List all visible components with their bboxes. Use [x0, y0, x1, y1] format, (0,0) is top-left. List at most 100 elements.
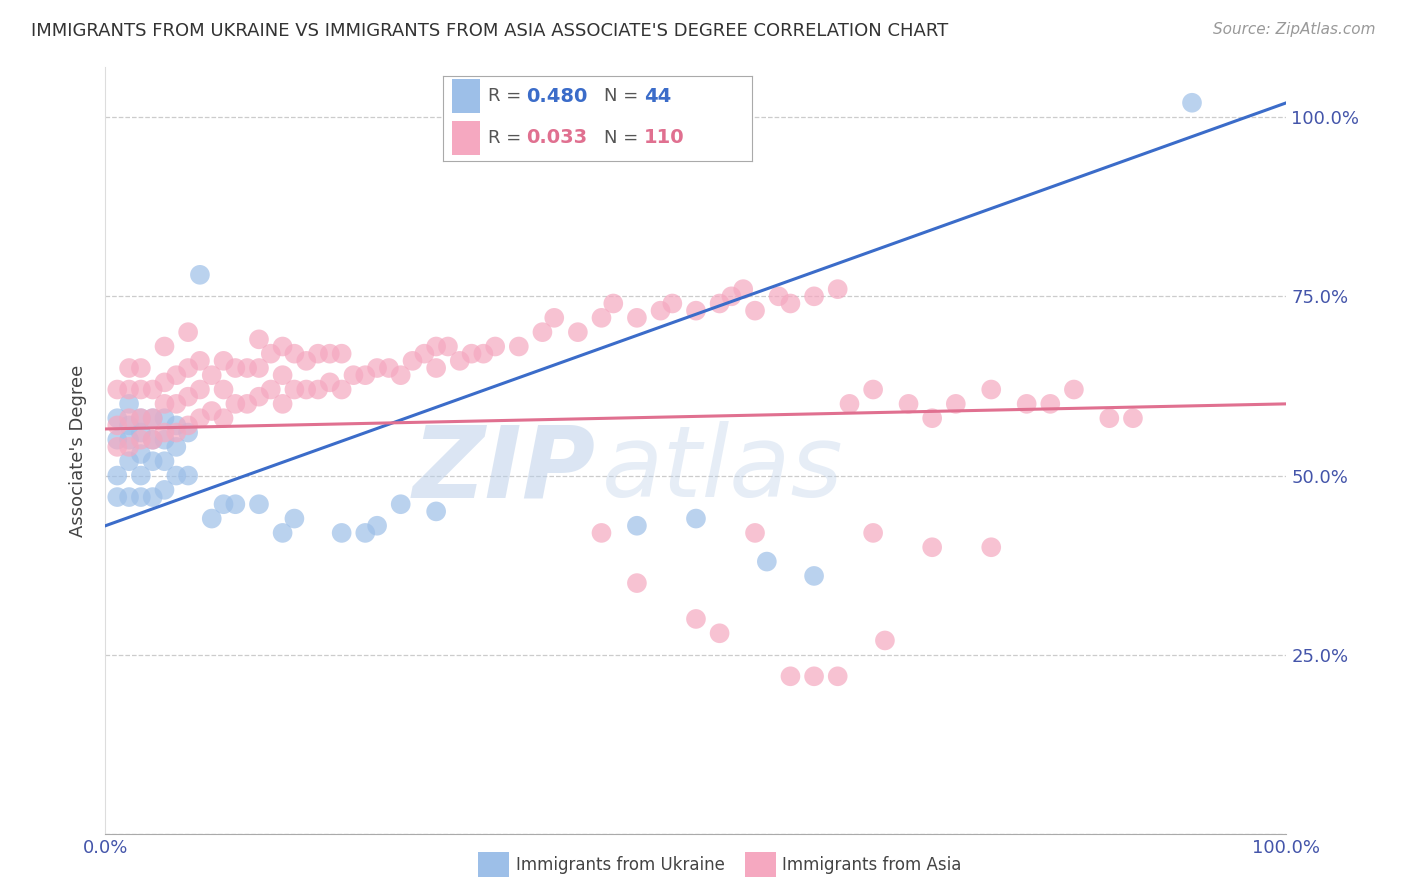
Point [247, 390, 270, 404]
Point [105, 411, 128, 425]
Point [224, 361, 246, 376]
Point [129, 425, 152, 440]
Point [142, 411, 165, 425]
Text: R =: R = [488, 87, 527, 105]
Point [733, 282, 755, 296]
Point [165, 425, 187, 440]
Point [425, 339, 447, 353]
Point [153, 411, 176, 425]
Point [1015, 397, 1038, 411]
Point [591, 525, 613, 540]
Point [153, 397, 176, 411]
Point [165, 440, 187, 454]
Point [118, 418, 141, 433]
Point [177, 418, 200, 433]
Point [212, 383, 235, 397]
Point [401, 354, 423, 368]
Point [803, 289, 825, 303]
Text: 110: 110 [644, 128, 685, 147]
Point [105, 490, 128, 504]
Point [271, 339, 294, 353]
Point [602, 296, 624, 310]
Point [862, 525, 884, 540]
Point [271, 397, 294, 411]
Point [142, 454, 165, 468]
Point [319, 376, 342, 390]
Point [224, 397, 246, 411]
Point [142, 433, 165, 447]
Point [366, 361, 388, 376]
Point [508, 339, 530, 353]
Point [744, 525, 766, 540]
Point [1181, 95, 1204, 110]
Point [591, 310, 613, 325]
Point [118, 383, 141, 397]
Point [236, 397, 259, 411]
Point [389, 368, 412, 383]
Point [827, 282, 849, 296]
Text: 0.033: 0.033 [526, 128, 588, 147]
Text: R =: R = [488, 128, 527, 146]
Point [378, 361, 401, 376]
Point [768, 289, 790, 303]
Point [153, 483, 176, 497]
Point [567, 325, 589, 339]
Point [626, 576, 648, 591]
Point [105, 383, 128, 397]
Point [319, 346, 342, 360]
Point [1122, 411, 1144, 425]
Point [105, 418, 128, 433]
Text: 44: 44 [644, 87, 671, 105]
Point [153, 339, 176, 353]
Point [425, 361, 447, 376]
Point [212, 354, 235, 368]
Text: atlas: atlas [602, 421, 844, 518]
Text: Immigrants from Asia: Immigrants from Asia [782, 856, 962, 874]
Point [354, 525, 377, 540]
Point [366, 518, 388, 533]
Text: 0.480: 0.480 [526, 87, 588, 105]
Point [129, 468, 152, 483]
Point [1039, 397, 1062, 411]
Point [224, 497, 246, 511]
Point [755, 555, 778, 569]
Point [295, 383, 318, 397]
Point [330, 525, 353, 540]
Point [177, 390, 200, 404]
Point [118, 361, 141, 376]
Point [142, 383, 165, 397]
Text: N =: N = [603, 128, 644, 146]
Point [389, 497, 412, 511]
Point [449, 354, 471, 368]
Point [188, 268, 211, 282]
Point [105, 433, 128, 447]
Point [283, 511, 305, 525]
Point [247, 361, 270, 376]
Point [165, 397, 187, 411]
Point [188, 411, 211, 425]
Point [118, 490, 141, 504]
Bar [453, 120, 479, 154]
Point [129, 411, 152, 425]
Text: N =: N = [603, 87, 644, 105]
Point [188, 354, 211, 368]
Point [460, 346, 482, 360]
Point [118, 397, 141, 411]
Point [283, 383, 305, 397]
Point [1063, 383, 1085, 397]
Point [413, 346, 436, 360]
Point [531, 325, 554, 339]
Point [177, 361, 200, 376]
Point [803, 569, 825, 583]
Point [425, 504, 447, 518]
Point [118, 433, 141, 447]
Point [626, 518, 648, 533]
Point [862, 383, 884, 397]
Point [212, 497, 235, 511]
Point [354, 368, 377, 383]
Point [271, 525, 294, 540]
Point [201, 511, 224, 525]
Point [779, 669, 801, 683]
Point [685, 303, 707, 318]
Point [118, 411, 141, 425]
